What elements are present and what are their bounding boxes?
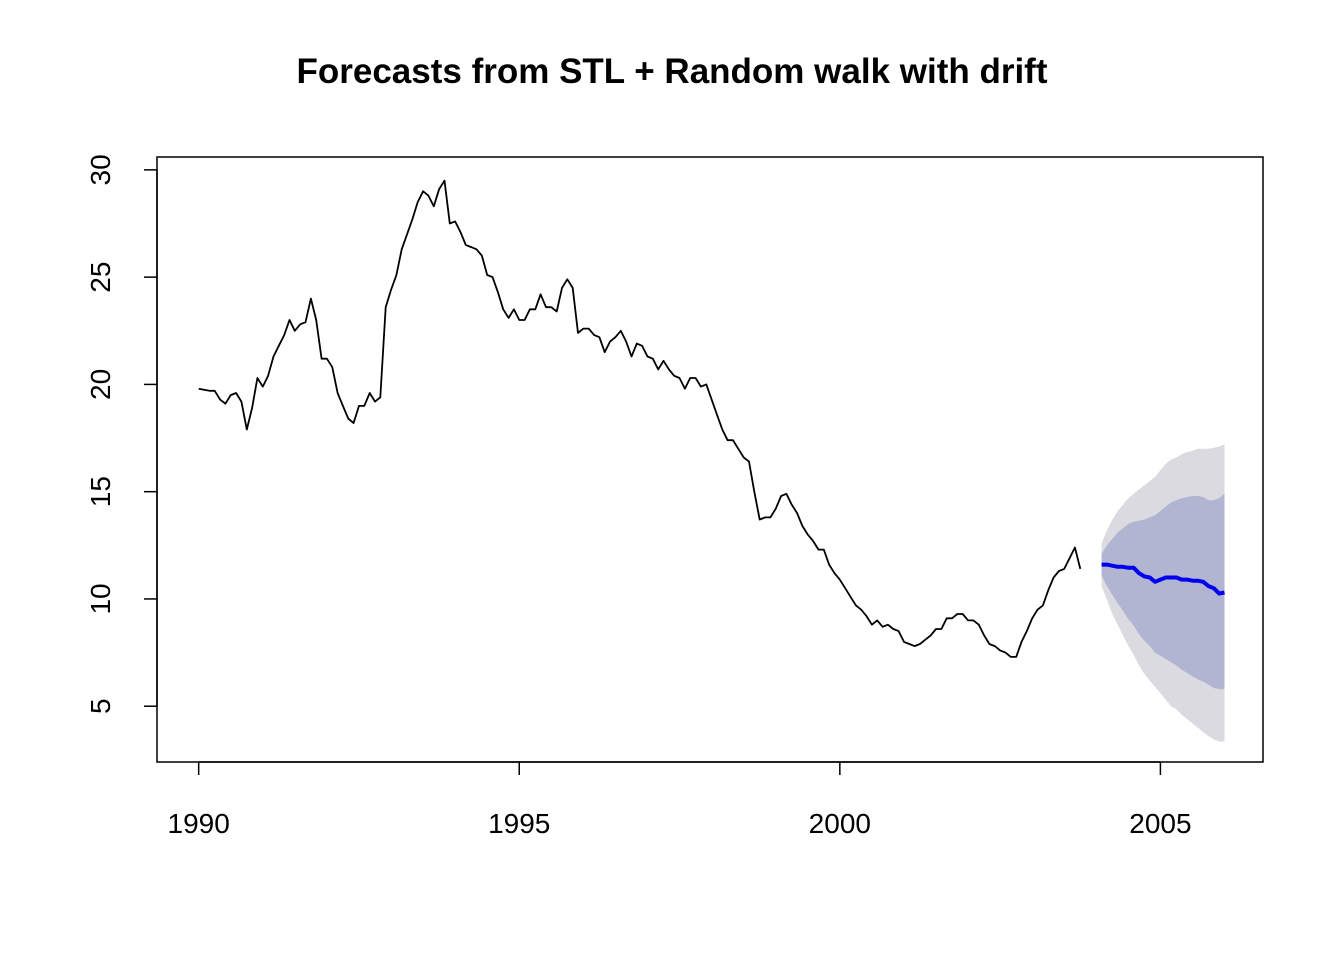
x-tick-label: 1995 [488, 808, 550, 839]
history-series-line [198, 179, 1082, 658]
plot-frame [156, 156, 1264, 763]
x-tick-label: 2000 [809, 808, 871, 839]
history-line-layer [198, 179, 1082, 658]
y-tick-label: 30 [85, 154, 116, 185]
y-tick-label: 5 [85, 698, 116, 714]
prediction-band-80-layer [1101, 493, 1225, 690]
prediction-band-80 [1101, 493, 1225, 690]
y-tick-label: 20 [85, 369, 116, 400]
x-tick-label: 2005 [1129, 808, 1191, 839]
x-tick-label: 1990 [168, 808, 230, 839]
y-tick-label: 25 [85, 262, 116, 293]
y-tick-label: 10 [85, 583, 116, 614]
chart-title: Forecasts from STL + Random walk with dr… [296, 52, 1048, 91]
forecast-mean-line [1101, 562, 1225, 596]
y-axis: 5 10 15 20 25 30 [85, 154, 158, 714]
forecast-mean-line-layer [1101, 562, 1225, 596]
y-tick-label: 15 [85, 476, 116, 507]
x-axis: 1990 1995 2000 2005 [168, 761, 1192, 839]
